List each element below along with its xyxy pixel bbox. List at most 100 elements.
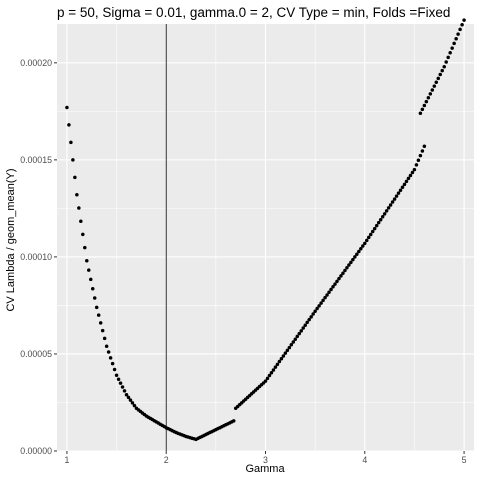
data-point — [81, 232, 85, 237]
data-point — [386, 206, 391, 210]
data-point — [412, 167, 417, 172]
data-point — [349, 260, 353, 265]
data-point — [293, 337, 298, 341]
data-point — [414, 163, 419, 167]
data-point — [341, 271, 345, 275]
data-point — [289, 343, 294, 347]
x-tick-label: 5 — [462, 455, 467, 465]
data-point — [295, 334, 300, 339]
data-point — [104, 344, 109, 348]
data-point — [329, 287, 333, 292]
data-point — [311, 312, 315, 316]
data-point — [382, 212, 387, 216]
data-point — [462, 18, 466, 22]
data-point — [444, 60, 448, 64]
data-point — [327, 290, 331, 294]
data-point — [337, 276, 341, 281]
y-axis-title: CV Lambda / geom_mean(Y) — [5, 168, 17, 311]
data-point — [394, 194, 399, 198]
data-point — [367, 235, 371, 240]
data-point — [345, 266, 349, 270]
data-point — [321, 298, 325, 303]
y-axis-ticks: 0.00000 0.00005 0.00010 0.00015 0.00020 — [20, 58, 57, 456]
data-point — [410, 170, 415, 175]
data-point — [325, 293, 329, 297]
y-tick-label: 0.00005 — [20, 349, 52, 359]
x-tick-label: 2 — [164, 455, 169, 465]
data-point — [450, 46, 454, 50]
data-point — [424, 99, 429, 104]
data-point — [116, 377, 121, 381]
x-tick-label: 4 — [362, 455, 367, 465]
data-point — [124, 392, 129, 397]
data-point — [368, 232, 373, 237]
data-point — [376, 220, 381, 225]
data-point — [335, 279, 339, 284]
data-point — [428, 92, 433, 96]
data-point — [313, 309, 317, 313]
data-point — [94, 305, 99, 310]
data-point — [120, 385, 125, 389]
data-point — [102, 336, 107, 341]
data-point — [442, 64, 446, 69]
data-point — [400, 185, 405, 190]
data-point — [372, 226, 377, 231]
data-point — [448, 50, 452, 55]
y-tick-label: 0.00020 — [20, 58, 52, 68]
data-point — [436, 76, 441, 81]
data-point — [396, 191, 401, 195]
data-point — [269, 370, 274, 375]
data-point — [388, 203, 393, 207]
data-point — [299, 329, 303, 333]
data-point — [408, 173, 413, 178]
data-point — [69, 140, 73, 145]
data-point — [365, 238, 369, 243]
data-point — [404, 179, 409, 184]
data-point — [374, 223, 379, 228]
data-point — [460, 23, 464, 27]
data-point — [323, 295, 327, 300]
data-point — [118, 381, 123, 385]
data-point — [438, 72, 442, 77]
data-point — [418, 153, 423, 158]
data-point — [452, 41, 456, 46]
data-point — [126, 395, 131, 400]
data-point — [357, 249, 361, 254]
data-point — [398, 188, 403, 192]
data-point — [108, 356, 113, 360]
data-point — [426, 96, 431, 100]
x-axis-title: Gamma — [245, 463, 285, 475]
data-point — [130, 401, 135, 405]
data-point — [77, 206, 81, 210]
data-point — [434, 80, 439, 84]
data-point — [363, 241, 367, 246]
data-point — [132, 403, 137, 408]
data-point — [79, 219, 83, 223]
data-point — [265, 376, 270, 381]
data-point — [307, 317, 311, 322]
data-point — [96, 313, 101, 317]
data-point — [351, 257, 355, 262]
data-point — [283, 351, 288, 355]
data-point — [454, 37, 458, 41]
x-axis-ticks: 1 2 3 4 5 — [64, 451, 467, 465]
data-point — [319, 301, 323, 305]
chart-title: p = 50, Sigma = 0.01, gamma.0 = 2, CV Ty… — [57, 5, 450, 20]
data-point — [231, 419, 236, 423]
data-point — [390, 200, 395, 204]
data-point — [303, 323, 307, 327]
data-point — [291, 340, 296, 344]
data-point — [420, 107, 425, 112]
data-point — [392, 197, 397, 201]
data-point — [75, 193, 79, 197]
data-point — [98, 321, 103, 325]
data-points — [65, 18, 466, 442]
data-point — [418, 111, 423, 116]
data-point — [317, 304, 321, 308]
data-point — [85, 259, 89, 263]
y-tick-label: 0.00000 — [20, 446, 52, 456]
y-tick-label: 0.00010 — [20, 252, 52, 262]
data-point — [73, 175, 77, 180]
data-point — [114, 373, 119, 378]
